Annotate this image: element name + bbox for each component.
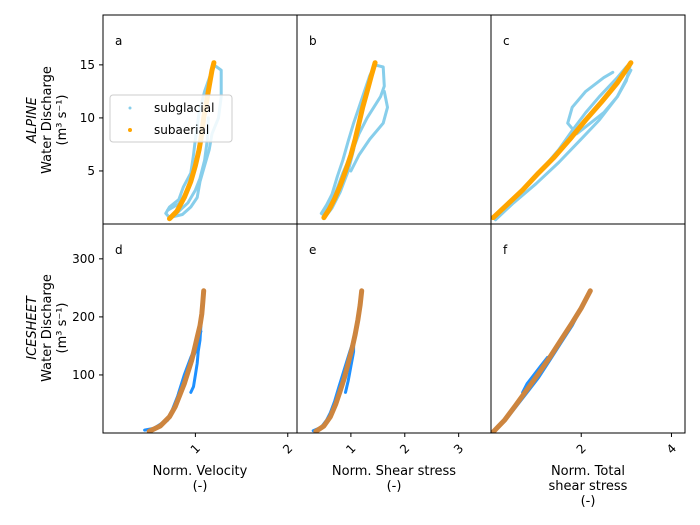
legend-label-subaerial: subaerial — [154, 123, 209, 137]
legend-marker-subaerial — [128, 128, 132, 132]
panel-e-subglacial-series-0 — [311, 338, 356, 433]
panel-c-subaerial-series — [491, 60, 634, 221]
row-label-icesheet-line3: (m³ s⁻¹) — [55, 303, 70, 354]
panel-e-frame — [296, 223, 492, 434]
panel-d-letter: d — [115, 243, 123, 257]
panel-c-subglacial-series-0 — [491, 61, 633, 220]
col-1-xlabel-line1: Norm. Shear stress — [332, 464, 456, 479]
col-1-xtick-label: 1 — [343, 441, 358, 456]
legend-label-subglacial: subglacial — [154, 101, 214, 115]
legend-marker-subglacial — [128, 106, 132, 110]
row-1-ytick-label: 100 — [72, 368, 95, 382]
panel-f-plot — [491, 288, 593, 433]
labels-layer: ALPINE Water Discharge (m³ s⁻¹)ICESHEET Wat… — [25, 66, 233, 382]
panel-e-letter: e — [309, 243, 316, 257]
col-1-xtick-label: 3 — [451, 441, 466, 456]
col-2-xtick-label: 2 — [574, 441, 589, 456]
col-2-xtick-label: 4 — [664, 441, 679, 456]
col-2-xlabel-line3: (-) — [581, 494, 596, 509]
row-0-ytick-label: 10 — [80, 111, 95, 125]
legend-box — [109, 94, 233, 143]
col-2-xlabel-line2: shear stress — [549, 479, 628, 494]
panel-c-plot — [491, 60, 634, 222]
panel-f-frame — [490, 223, 686, 434]
panel-f-letter: f — [503, 243, 508, 257]
col-0-xtick-label: 2 — [280, 441, 295, 456]
panel-d-plot — [143, 288, 207, 433]
row-label-alpine-line2: Water Discharge — [40, 66, 55, 174]
row-1-ytick-label: 300 — [72, 252, 95, 266]
panel-b-plot — [319, 60, 389, 221]
panel-c-letter: c — [503, 34, 510, 48]
panel-b-frame — [296, 14, 492, 225]
panel-f-subaerial-series — [491, 288, 593, 433]
row-label-icesheet: ICESHEET Water Discharge (m³ s⁻¹) — [25, 274, 70, 382]
col-0-xtick-label: 1 — [188, 441, 203, 456]
row-label-alpine-italic: ALPINE — [25, 96, 40, 144]
col-2-xlabel-line1: Norm. Total — [551, 464, 625, 479]
row-label-alpine-line3: (m³ s⁻¹) — [55, 95, 70, 146]
row-1-ytick-label: 200 — [72, 310, 95, 324]
row-0-ytick-label: 5 — [87, 164, 95, 178]
col-0-xlabel-line1: Norm. Velocity — [153, 464, 248, 479]
row-label-icesheet-italic: ICESHEET — [25, 295, 40, 360]
panel-b-subaerial-series — [321, 60, 378, 221]
panel-e-subaerial-series — [313, 288, 365, 433]
row-0-ytick-label: 15 — [80, 58, 95, 72]
panel-b-letter: b — [309, 34, 317, 48]
col-1-xtick-label: 2 — [397, 441, 412, 456]
panel-c-subglacial-series-1 — [494, 68, 633, 222]
col-1-xlabel-line2: (-) — [387, 479, 402, 494]
panel-d-subaerial-series — [146, 288, 207, 433]
legend: subglacial subaerial — [109, 94, 233, 143]
row-label-icesheet-line2: Water Discharge — [40, 274, 55, 382]
col-0-xlabel-line2: (-) — [193, 479, 208, 494]
panel-e-plot — [311, 288, 365, 433]
panel-a-letter: a — [115, 34, 122, 48]
panel-b-subglacial-series-1 — [349, 89, 389, 173]
row-label-alpine: ALPINE Water Discharge (m³ s⁻¹) — [25, 66, 70, 174]
panel-a-subglacial-series-0 — [164, 63, 223, 220]
